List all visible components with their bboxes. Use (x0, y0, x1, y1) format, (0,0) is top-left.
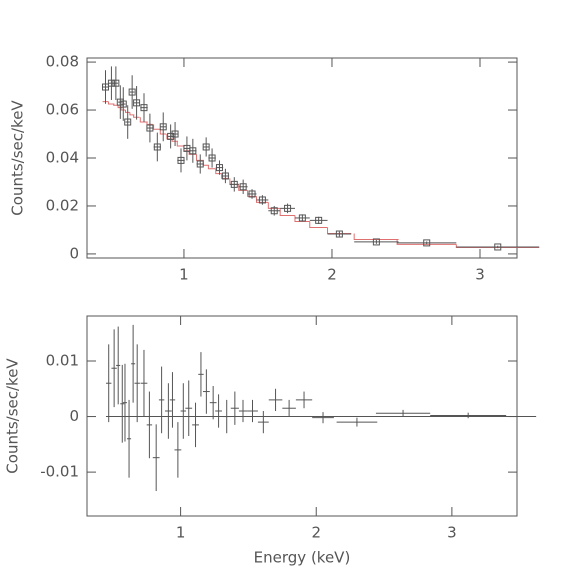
y-tick-label: 0 (69, 244, 79, 262)
data-point (124, 118, 132, 126)
x-tick-label: 2 (311, 524, 321, 542)
model-step (309, 221, 328, 229)
model-step (396, 239, 457, 245)
data-point (202, 143, 210, 151)
model-step (113, 104, 119, 106)
data-point (208, 154, 216, 162)
model-step (153, 124, 162, 130)
x-tick-label: 1 (176, 524, 186, 542)
data-point (107, 79, 115, 87)
model-step (207, 165, 216, 170)
model-step (117, 105, 123, 109)
data-point (248, 190, 256, 198)
model-step (139, 117, 148, 123)
data-point (230, 180, 238, 188)
model-step (255, 196, 269, 203)
data-point (284, 204, 292, 212)
data-point (102, 83, 110, 91)
x-tick-label: 1 (179, 266, 189, 284)
data-point (167, 132, 175, 140)
data-point (119, 100, 127, 108)
x-tick-label: 3 (475, 266, 485, 284)
data-point (177, 156, 185, 164)
model-step (124, 110, 130, 113)
y-tick-label: 0.01 (46, 352, 79, 370)
model-step (188, 150, 197, 155)
y-tick-label: -0.01 (40, 463, 79, 481)
y-axis-label: Counts/sec/keV (9, 100, 27, 216)
model-step (120, 107, 126, 111)
y-axis-label: Counts/sec/keV (4, 358, 22, 474)
model-step (159, 129, 167, 135)
data-point (258, 196, 266, 204)
model-step (107, 101, 115, 105)
y-tick-label: 0.04 (46, 149, 79, 167)
data-point (133, 99, 141, 107)
x-tick-label: 3 (447, 524, 457, 542)
data-point (315, 216, 323, 224)
data-point (423, 239, 431, 247)
data-point (270, 207, 278, 215)
plot-frame (86, 315, 518, 517)
data-point (239, 183, 247, 191)
model-step (267, 202, 281, 209)
plot-frame (86, 57, 518, 259)
data-point (159, 123, 167, 131)
model-step (294, 215, 310, 223)
model-step (353, 233, 399, 241)
model-step (129, 112, 135, 116)
data-point (140, 104, 148, 112)
model-step (202, 160, 210, 166)
data-point (335, 230, 343, 238)
data-point (112, 79, 120, 87)
data-point (146, 124, 154, 132)
y-tick-label: 0.06 (46, 101, 79, 119)
model-step (176, 141, 185, 147)
model-step (215, 168, 224, 175)
data-point (171, 130, 179, 138)
model-step (238, 184, 248, 191)
data-point (153, 143, 161, 151)
data-point (494, 243, 502, 251)
model-step (196, 154, 204, 161)
data-point (189, 147, 197, 155)
model-step (279, 208, 295, 217)
y-tick-label: 0.02 (46, 196, 79, 214)
data-point (221, 172, 229, 180)
y-tick-label: 0 (69, 407, 79, 425)
data-point (215, 164, 223, 172)
x-tick-label: 2 (327, 266, 337, 284)
model-step (133, 114, 140, 118)
data-point (298, 214, 306, 222)
x-axis-label: Energy (keV) (254, 549, 351, 567)
model-step (247, 190, 257, 197)
data-point (196, 160, 204, 168)
y-tick-label: 0.08 (46, 53, 79, 71)
model-step (166, 134, 175, 140)
model-step (221, 173, 230, 179)
data-point (128, 88, 136, 96)
data-point (372, 238, 380, 246)
model-step (146, 122, 153, 125)
